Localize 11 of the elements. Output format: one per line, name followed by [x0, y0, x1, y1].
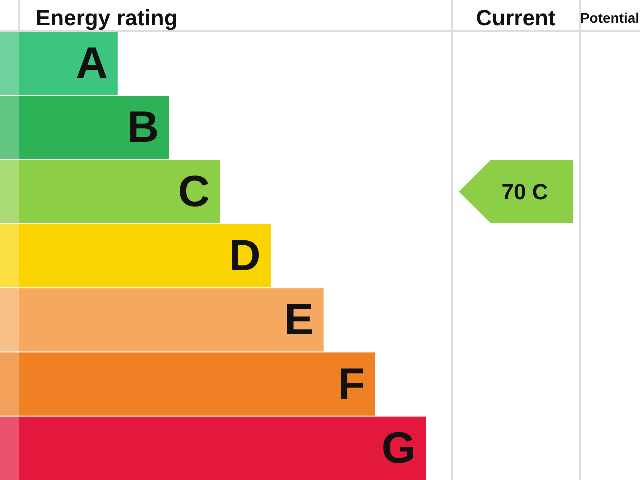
y-tick-label: B	[127, 103, 160, 152]
text: Potential	[580, 10, 640, 26]
y-tick-label: F	[338, 360, 366, 409]
y-tick-label: G	[382, 424, 416, 473]
chart-title: Energy rating	[36, 6, 178, 30]
y-tick-label: C	[178, 167, 210, 216]
y-tick-label: A	[76, 39, 108, 88]
text: Current	[476, 6, 556, 30]
y-tick-label: D	[229, 232, 261, 280]
text: 70 C	[502, 179, 548, 204]
y-tick-label: E	[284, 296, 314, 345]
